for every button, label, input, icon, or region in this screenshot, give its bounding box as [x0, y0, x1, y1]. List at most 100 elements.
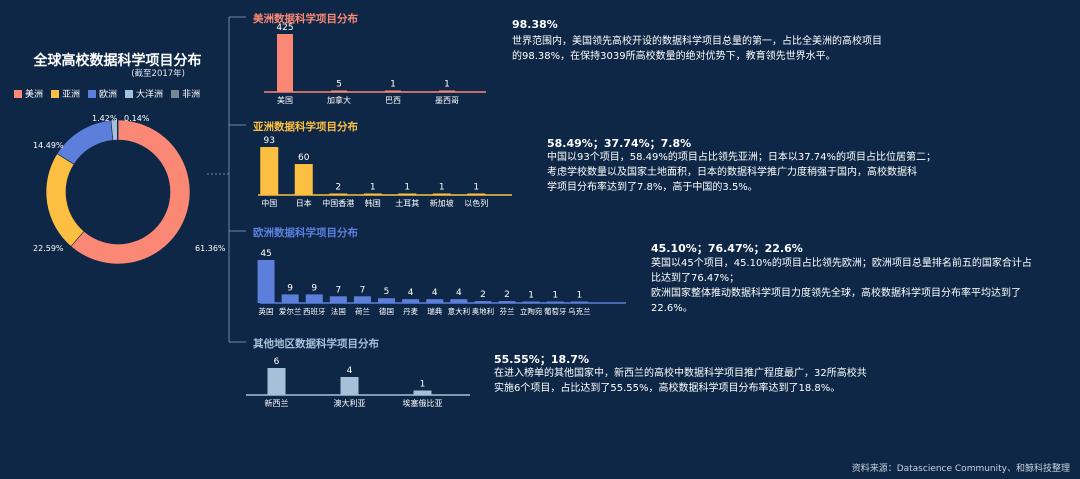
donut-slice	[56, 120, 114, 165]
bar-category-label: 墨西哥	[435, 96, 459, 105]
bar-category-label: 立陶宛	[520, 306, 543, 316]
bar-value-label: 1	[390, 80, 396, 90]
other-stat: 55.55%；18.7%	[494, 353, 589, 366]
bar-category-label: 丹麦	[403, 306, 418, 316]
bar-value-label: 5	[384, 287, 390, 297]
bar-value-label: 9	[311, 283, 317, 293]
bar	[402, 299, 420, 303]
bar	[570, 301, 588, 303]
europe-panel-title: 欧洲数据科学项目分布	[253, 227, 358, 239]
bar	[363, 193, 382, 195]
bar	[439, 90, 455, 92]
slice-label: 0.14%	[124, 114, 150, 123]
bar	[329, 193, 348, 195]
bar	[267, 368, 286, 395]
desc-line: 的98.38%，在保持3039所高校数量的绝对优势下，教育领先世界水平。	[512, 51, 836, 62]
desc-line: 欧洲国家整体推动数据科学项目力度领先全球，高校数据科学项目分布率平均达到了	[651, 288, 1021, 299]
bar-category-label: 乌克兰	[568, 306, 591, 316]
source-note: 资料来源：Datascience Community、和鲸科技整理	[851, 464, 1070, 474]
bar	[331, 90, 347, 92]
page-title: 全球高校数据科学项目分布	[33, 53, 202, 69]
bar	[305, 294, 323, 303]
bar-value-label: 1	[552, 291, 558, 301]
bar-category-label: 西班牙	[303, 306, 326, 316]
bar-category-label: 葡萄牙	[544, 306, 567, 316]
bar	[426, 299, 444, 303]
bar-category-label: 埃塞俄比亚	[403, 398, 443, 408]
slice-label: 14.49%	[33, 141, 64, 150]
slice-label: 22.59%	[33, 244, 64, 253]
bar-value-label: 7	[335, 285, 341, 295]
desc-line: 在进入榜单的其他国家中，新西兰的高校中数据科学项目推广程度最广，32所高校共	[494, 368, 867, 379]
bar-category-label: 荷兰	[355, 306, 370, 316]
bar-category-label: 德国	[379, 306, 394, 316]
bar-category-label: 新加坡	[430, 198, 454, 208]
bar-category-label: 新西兰	[265, 398, 289, 408]
bar	[467, 193, 486, 195]
bar-value-label: 1	[444, 80, 450, 90]
bar-value-label: 425	[276, 23, 293, 33]
bar-value-label: 60	[298, 153, 310, 163]
bar	[294, 164, 313, 195]
bar-value-label: 93	[264, 136, 275, 146]
europe-description: 英国以45个项目，45.10%的项目占比领先欧洲；欧洲项目总量排名前五的国家合计…	[651, 256, 1071, 316]
bar	[340, 377, 359, 395]
bar	[257, 260, 275, 303]
bar-category-label: 瑞典	[427, 306, 442, 316]
bar	[260, 147, 279, 195]
desc-line: 实施6个项目，占比达到了55.55%，高校数据科学项目分布率达到了18.8%。	[494, 383, 841, 394]
desc-line: 学项目分布率达到了7.8%，高于中国的3.5%。	[547, 182, 758, 193]
bar-value-label: 2	[335, 183, 341, 193]
bar	[432, 193, 451, 195]
bar-value-label: 2	[480, 290, 486, 300]
other-panel-title: 其他地区数据科学项目分布	[253, 338, 379, 350]
bar-category-label: 中国香港	[322, 198, 354, 208]
bar-category-label: 爱尔兰	[279, 306, 302, 316]
legend-item-europe: 欧洲	[88, 87, 117, 100]
bar-value-label: 1	[404, 183, 410, 193]
bar	[474, 301, 492, 303]
desc-line: 中国以93个项目，58.49%的项目占比领先亚洲；日本以37.74%的项目占比位…	[547, 152, 936, 163]
desc-line: 比达到了76.47%；	[651, 273, 740, 284]
legend-item-asia: 亚洲	[51, 87, 80, 100]
bar-value-label: 1	[576, 291, 582, 301]
desc-line: 世界范围内，美国领先高校开设的数据科学项目总量的第一，占比全美洲的高校项目	[512, 36, 882, 47]
bar-value-label: 2	[504, 290, 510, 300]
americas-description: 世界范围内，美国领先高校开设的数据科学项目总量的第一，占比全美洲的高校项目 的9…	[512, 34, 952, 64]
bar	[281, 294, 299, 303]
bar-category-label: 以色列	[464, 198, 488, 208]
bar-value-label: 4	[408, 288, 414, 298]
bar-category-label: 中国	[261, 198, 277, 208]
page-subtitle: (截至2017年)	[131, 69, 185, 79]
bar-value-label: 5	[336, 80, 342, 90]
bar	[498, 301, 516, 303]
asia-panel-title: 亚洲数据科学项目分布	[253, 121, 358, 133]
bar-value-label: 1	[528, 291, 534, 301]
bar-value-label: 9	[287, 283, 293, 293]
bar-category-label: 英国	[259, 306, 274, 316]
bar	[378, 298, 396, 303]
bar-value-label: 6	[274, 357, 280, 367]
desc-line: 22.6%。	[651, 303, 693, 314]
americas-panel-title: 美洲数据科学项目分布	[253, 13, 358, 25]
bar-value-label: 4	[347, 366, 353, 376]
bar	[522, 301, 540, 303]
bar-category-label: 意大利	[448, 306, 471, 316]
bar	[546, 301, 564, 303]
donut-slice	[70, 119, 191, 265]
bar-category-label: 日本	[296, 198, 312, 208]
slice-label: 61.36%	[195, 244, 226, 253]
bar	[398, 193, 417, 195]
bar-category-label: 美国	[277, 95, 293, 105]
donut-slice	[117, 119, 119, 141]
bar	[385, 90, 401, 92]
legend-label: 亚洲	[62, 90, 81, 100]
bar	[277, 34, 293, 92]
bar-category-label: 法国	[331, 306, 346, 316]
other-description: 在进入榜单的其他国家中，新西兰的高校中数据科学项目推广程度最广，32所高校共 实…	[494, 366, 914, 396]
asia-stat: 58.49%；37.74%；7.8%	[547, 137, 692, 150]
bar-value-label: 1	[420, 380, 426, 390]
bar-category-label: 土耳其	[395, 198, 419, 208]
asia-description: 中国以93个项目，58.49%的项目占比领先亚洲；日本以37.74%的项目占比位…	[547, 150, 987, 195]
